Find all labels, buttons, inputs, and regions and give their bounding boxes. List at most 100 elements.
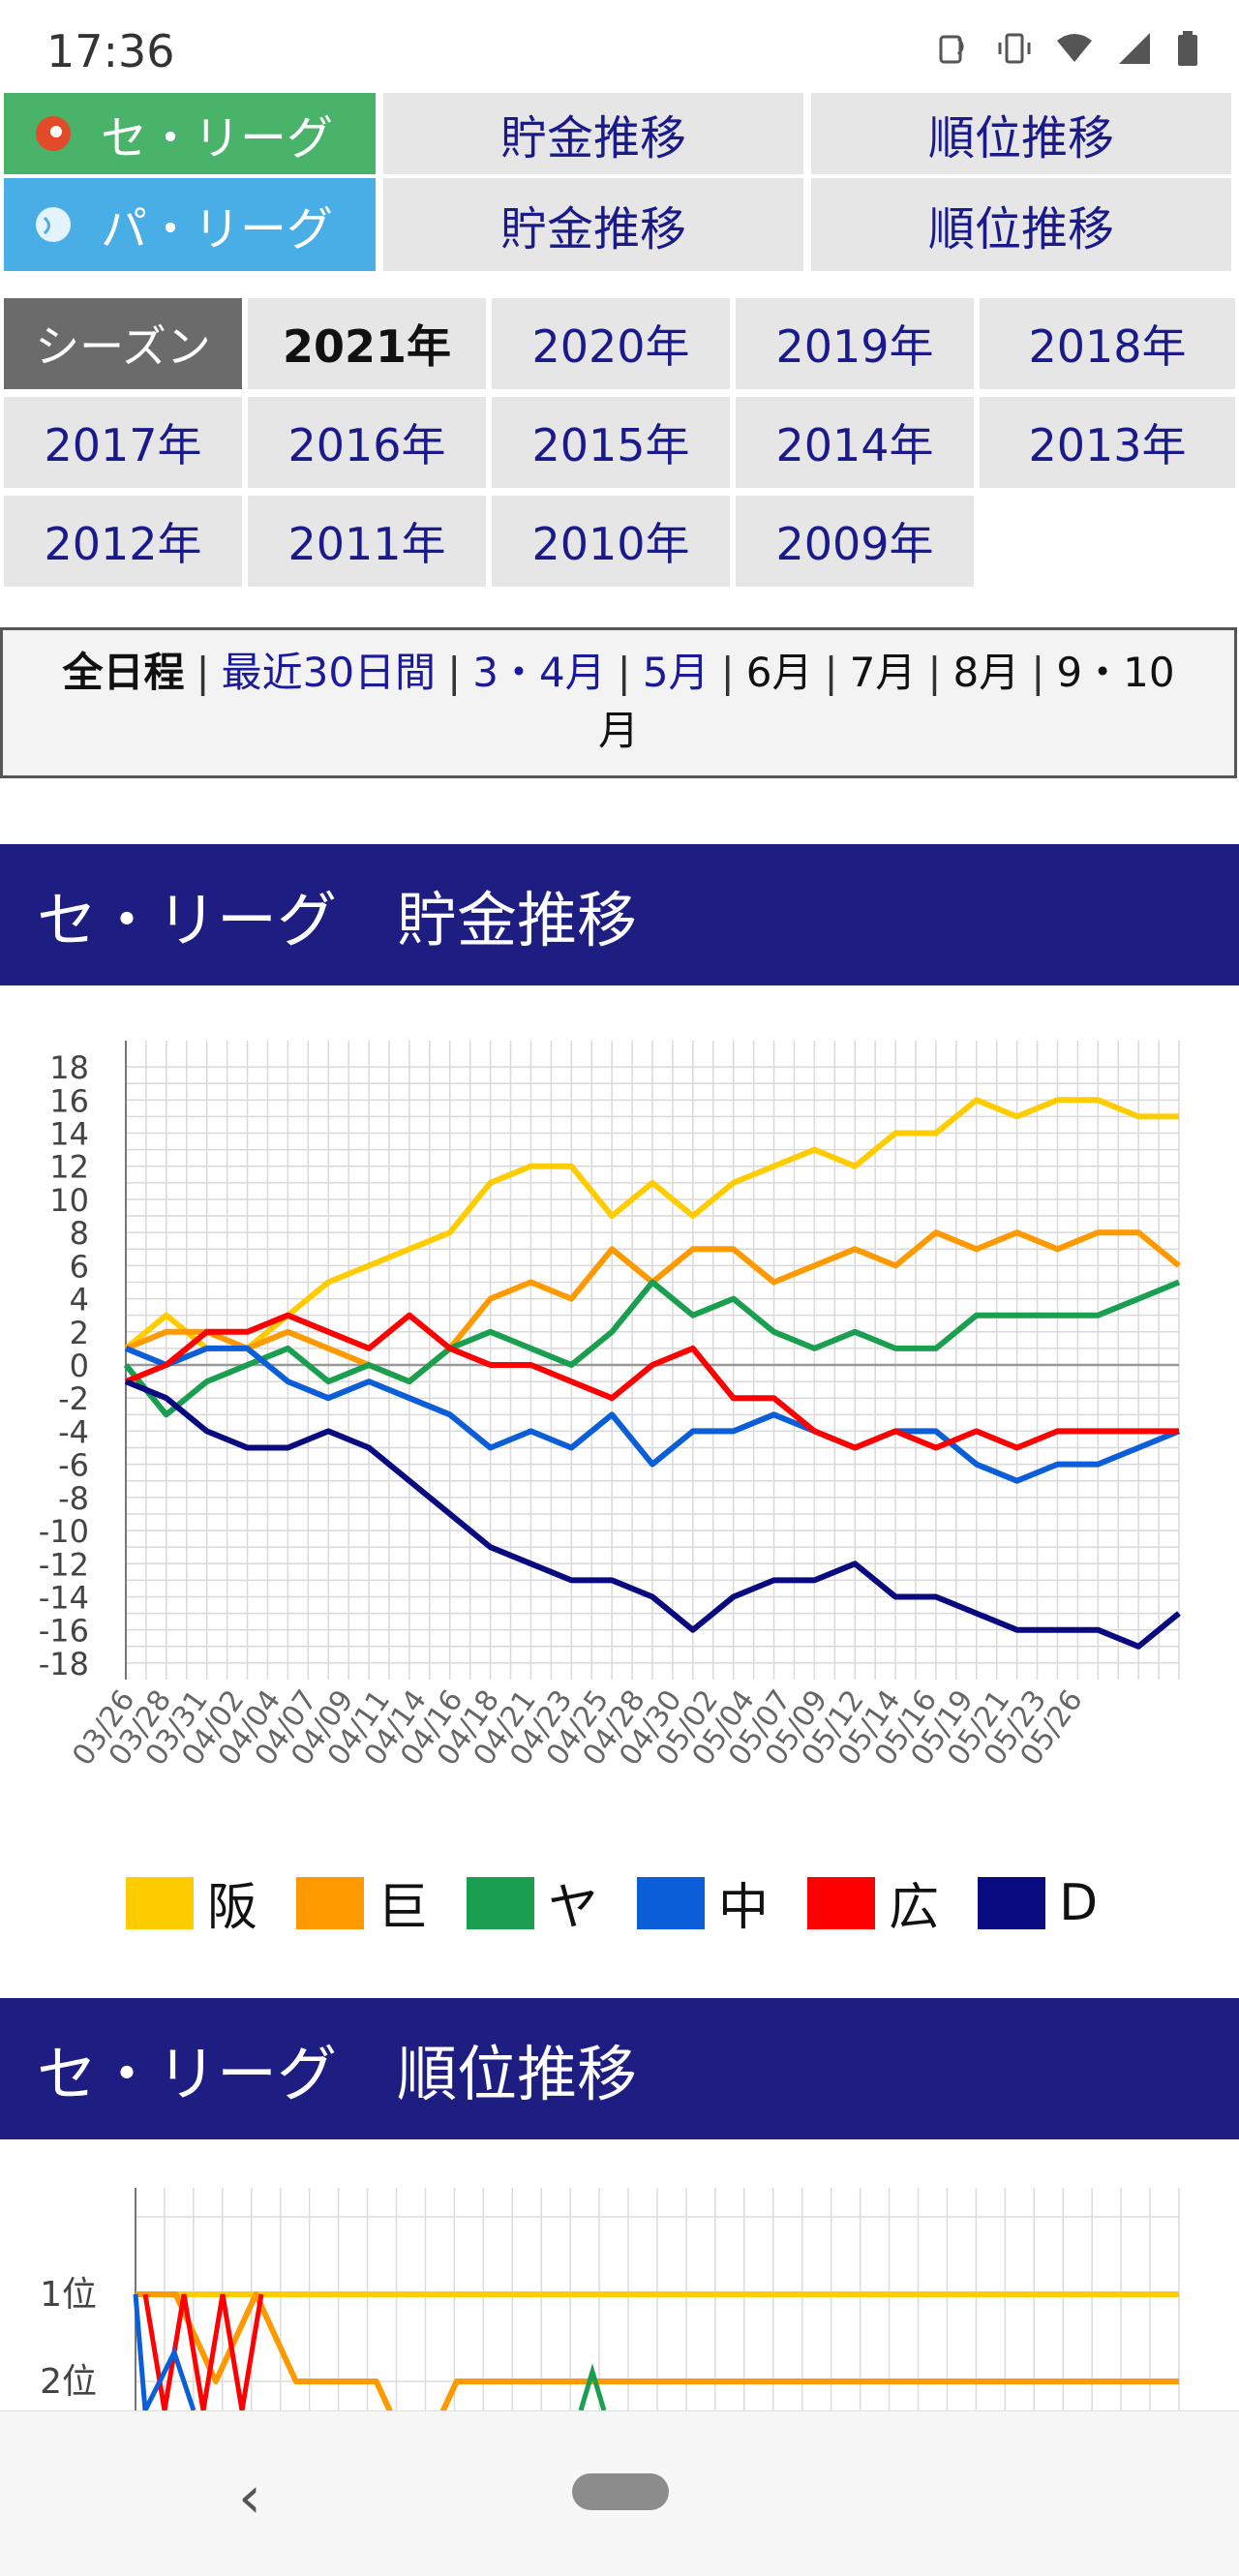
legend-label: ヤ — [548, 1879, 599, 1937]
legend-swatch — [978, 1876, 1046, 1929]
y-tick-label: -16 — [39, 1613, 89, 1650]
y-tick-label: 0 — [70, 1348, 89, 1384]
y-tick-label: 16 — [49, 1082, 89, 1119]
y-tick-label: 6 — [70, 1248, 89, 1285]
legend-item: 巨 — [296, 1866, 428, 1939]
series-line-ヤ — [123, 1279, 1181, 1418]
season-current: 2021年 — [248, 298, 486, 389]
battery-icon — [1178, 31, 1197, 66]
chokin-title: セ・リーグ 貯金推移 — [37, 885, 638, 955]
legend-label: 中 — [718, 1879, 770, 1937]
y-tick-label: -14 — [39, 1579, 89, 1616]
season-2009[interactable]: 2009年 — [736, 496, 974, 587]
series-line-fragment — [133, 2293, 196, 2410]
baseball-icon — [36, 207, 71, 242]
season-2020[interactable]: 2020年 — [492, 298, 730, 389]
central-league-button[interactable]: セ・リーグ — [4, 93, 376, 174]
filter-separator: | — [617, 649, 631, 696]
y-tick-label: 1位 — [40, 2275, 97, 2315]
filter-may[interactable]: 5月 — [642, 649, 710, 696]
y-tick-label: -18 — [39, 1646, 89, 1682]
season-2013[interactable]: 2013年 — [980, 397, 1235, 488]
series-line-中 — [124, 1345, 1181, 1484]
filter-separator: | — [927, 649, 942, 696]
home-pill[interactable] — [572, 2473, 669, 2510]
season-2016[interactable]: 2016年 — [248, 397, 486, 488]
vibrate-icon — [998, 33, 1031, 64]
legend-item: 阪 — [126, 1866, 257, 1939]
juni-chart: 1位 2位 — [40, 2188, 1180, 2410]
legend-label: 巨 — [378, 1879, 429, 1937]
legend-label: D — [1059, 1873, 1099, 1932]
season-2010[interactable]: 2010年 — [492, 496, 730, 587]
back-icon[interactable]: ‹ — [238, 2464, 261, 2531]
series-line-fragment — [578, 2363, 607, 2410]
status-time: 17:36 — [46, 25, 175, 77]
filter-separator: | — [720, 649, 735, 696]
season-2015[interactable]: 2015年 — [492, 397, 730, 488]
league-row-pacific: パ・リーグ 貯金推移 順位推移 — [0, 178, 1239, 271]
legend-label: 広 — [889, 1879, 940, 1937]
season-2017[interactable]: 2017年 — [4, 397, 242, 488]
series-line-巨 — [136, 2291, 1179, 2410]
filter-separator: | — [196, 649, 210, 696]
league-row-central: セ・リーグ 貯金推移 順位推移 — [0, 93, 1239, 186]
series-line-阪 — [124, 1097, 1179, 1351]
season-2018[interactable]: 2018年 — [980, 298, 1235, 389]
pacific-league-button[interactable]: パ・リーグ — [4, 178, 376, 271]
status-icons — [935, 29, 1200, 68]
y-tick-label: 2 — [70, 1315, 89, 1351]
filter-separator: | — [1031, 649, 1045, 696]
y-tick-label: 18 — [49, 1049, 89, 1086]
y-tick-label: 4 — [70, 1282, 89, 1318]
season-2012[interactable]: 2012年 — [4, 496, 242, 587]
filter-august: 8月 — [952, 649, 1020, 696]
season-2011[interactable]: 2011年 — [248, 496, 486, 587]
y-tick-label: 10 — [49, 1182, 89, 1219]
central-juni-link[interactable]: 順位推移 — [811, 93, 1231, 174]
filter-separator: | — [447, 649, 462, 696]
y-tick-label: -2 — [58, 1380, 89, 1417]
pacific-chokin-link[interactable]: 貯金推移 — [383, 178, 803, 271]
central-league-label: セ・リーグ — [101, 111, 334, 166]
nfc-icon — [939, 35, 964, 64]
season-label: シーズン — [4, 298, 242, 389]
y-tick-label: -6 — [58, 1447, 89, 1484]
pacific-league-label: パ・リーグ — [101, 202, 334, 257]
legend-item: 広 — [807, 1866, 939, 1939]
y-tick-label: 14 — [49, 1116, 89, 1153]
chokin-chart: 181614121086420-2-4-6-8-10-12-14-16-1803… — [39, 1041, 1181, 1772]
status-bar: 17:36 — [0, 0, 1239, 97]
filter-july: 7月 — [849, 649, 917, 696]
baseball-icon — [36, 116, 71, 151]
y-tick-label: -12 — [39, 1546, 89, 1583]
y-tick-label: 8 — [70, 1215, 89, 1252]
android-nav-bar: ‹ — [0, 2410, 1239, 2576]
month-filter: 全日程 | 最近30日間 | 3・4月 | 5月 | 6月 | 7月 | 8月 | 9・10 月 — [0, 627, 1237, 778]
filter-mar-apr[interactable]: 3・4月 — [472, 649, 606, 696]
wifi-icon — [1057, 34, 1092, 62]
section-header-chokin: セ・リーグ 貯金推移 — [0, 844, 1239, 985]
y-tick-label: -8 — [58, 1480, 89, 1517]
season-2019[interactable]: 2019年 — [736, 298, 974, 389]
juni-title: セ・リーグ 順位推移 — [37, 2039, 638, 2109]
y-tick-label: -4 — [58, 1413, 89, 1450]
legend-swatch — [296, 1876, 365, 1929]
legend-swatch — [467, 1876, 535, 1929]
y-tick-label: -10 — [39, 1513, 89, 1550]
series-line-D — [124, 1379, 1181, 1650]
filter-separator: | — [824, 649, 838, 696]
legend-label: 阪 — [207, 1879, 258, 1937]
legend-swatch — [126, 1876, 194, 1929]
filter-all[interactable]: 全日程 — [62, 649, 185, 696]
central-chokin-link[interactable]: 貯金推移 — [383, 93, 803, 174]
y-tick-label: 2位 — [40, 2362, 97, 2402]
season-2014[interactable]: 2014年 — [736, 397, 974, 488]
filter-sep-oct-suffix: 月 — [597, 707, 639, 754]
filter-recent-30[interactable]: 最近30日間 — [221, 649, 437, 696]
y-tick-label: 12 — [49, 1149, 89, 1186]
pacific-juni-link[interactable]: 順位推移 — [811, 178, 1231, 271]
filter-sep-oct: 9・10 — [1056, 649, 1175, 696]
section-header-juni: セ・リーグ 順位推移 — [0, 1998, 1239, 2139]
